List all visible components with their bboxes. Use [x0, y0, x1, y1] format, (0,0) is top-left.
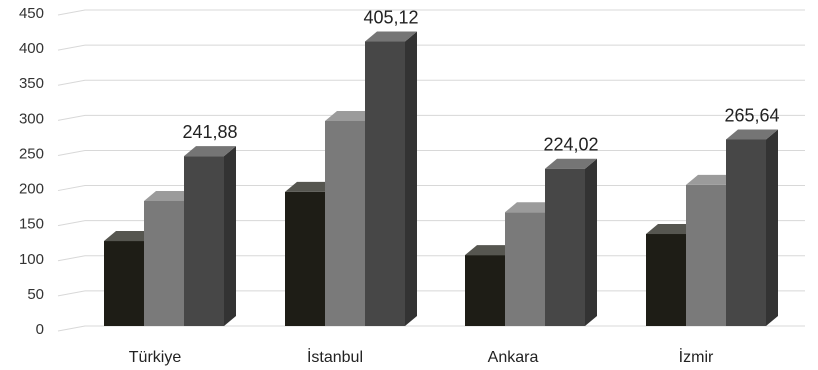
bar-top-1-1 [325, 110, 377, 121]
gridline-300 [57, 114, 805, 121]
data-label-1: 405,12 [363, 8, 418, 28]
y-axis-ticks: 0 50 100 150 200 250 300 350 400 450 [19, 5, 44, 338]
bar-top-3-2 [726, 129, 778, 140]
gridline-250 [57, 149, 805, 156]
bar-0-2 [184, 146, 236, 326]
data-label-2: 224,02 [543, 135, 598, 155]
category-label-1: İstanbul [307, 347, 363, 366]
bar-top-3-1 [686, 174, 738, 185]
bar-front-1-2 [365, 41, 405, 327]
bar-front-3-0 [646, 234, 686, 326]
y-tick-label-250: 250 [19, 145, 44, 162]
gridline-0 [57, 325, 805, 332]
bar-top-2-0 [465, 245, 517, 256]
bar-top-0-2 [184, 146, 236, 157]
bar-top-3-0 [646, 224, 698, 235]
bar-side-3-2 [766, 129, 778, 326]
y-tick-label-400: 400 [19, 40, 44, 57]
bar-side-2-2 [585, 158, 597, 326]
bar-front-1-0 [285, 191, 325, 326]
y-tick-label-100: 100 [19, 251, 44, 268]
bar-front-3-1 [686, 184, 726, 326]
data-label-3: 265,64 [724, 105, 779, 125]
bar-front-2-0 [465, 255, 505, 326]
bar-front-0-1 [144, 201, 184, 326]
bar-top-2-2 [545, 158, 597, 169]
data-labels: 241,88 405,12 224,02 265,64 [182, 8, 779, 155]
bar-top-2-1 [505, 202, 557, 213]
y-tick-label-350: 350 [19, 75, 44, 92]
bar-top-0-0 [104, 231, 156, 242]
category-label-2: Ankara [488, 349, 539, 366]
data-label-0: 241,88 [182, 122, 237, 142]
bar-side-0-2 [224, 146, 236, 326]
bar-2-2 [545, 158, 597, 326]
bar-top-1-0 [285, 181, 337, 192]
bar-side-1-2 [405, 31, 417, 326]
y-tick-label-200: 200 [19, 181, 44, 198]
gridline-450 [57, 9, 805, 16]
y-tick-label-300: 300 [19, 110, 44, 127]
y-tick-label-0: 0 [36, 321, 44, 338]
y-tick-label-450: 450 [19, 5, 44, 22]
y-tick-label-50: 50 [27, 286, 44, 303]
bar-front-2-2 [545, 168, 585, 326]
bar-1-2 [365, 31, 417, 327]
bar-3-2 [726, 129, 778, 326]
gridline-350 [57, 79, 805, 86]
bar-front-0-0 [104, 241, 144, 326]
bar-front-2-1 [505, 212, 545, 326]
category-label-0: Türkiye [129, 349, 182, 366]
gridline-400 [57, 44, 805, 51]
bars [104, 31, 778, 327]
bar-front-0-2 [184, 156, 224, 326]
bar-front-3-2 [726, 139, 766, 326]
category-labels: Türkiye İstanbul Ankara İzmir [129, 347, 714, 366]
bar-front-1-1 [325, 120, 365, 326]
category-label-3: İzmir [679, 347, 714, 366]
gridlines [57, 9, 805, 332]
y-tick-label-150: 150 [19, 216, 44, 233]
bar-top-1-2 [365, 31, 417, 42]
bar-top-0-1 [144, 191, 196, 202]
